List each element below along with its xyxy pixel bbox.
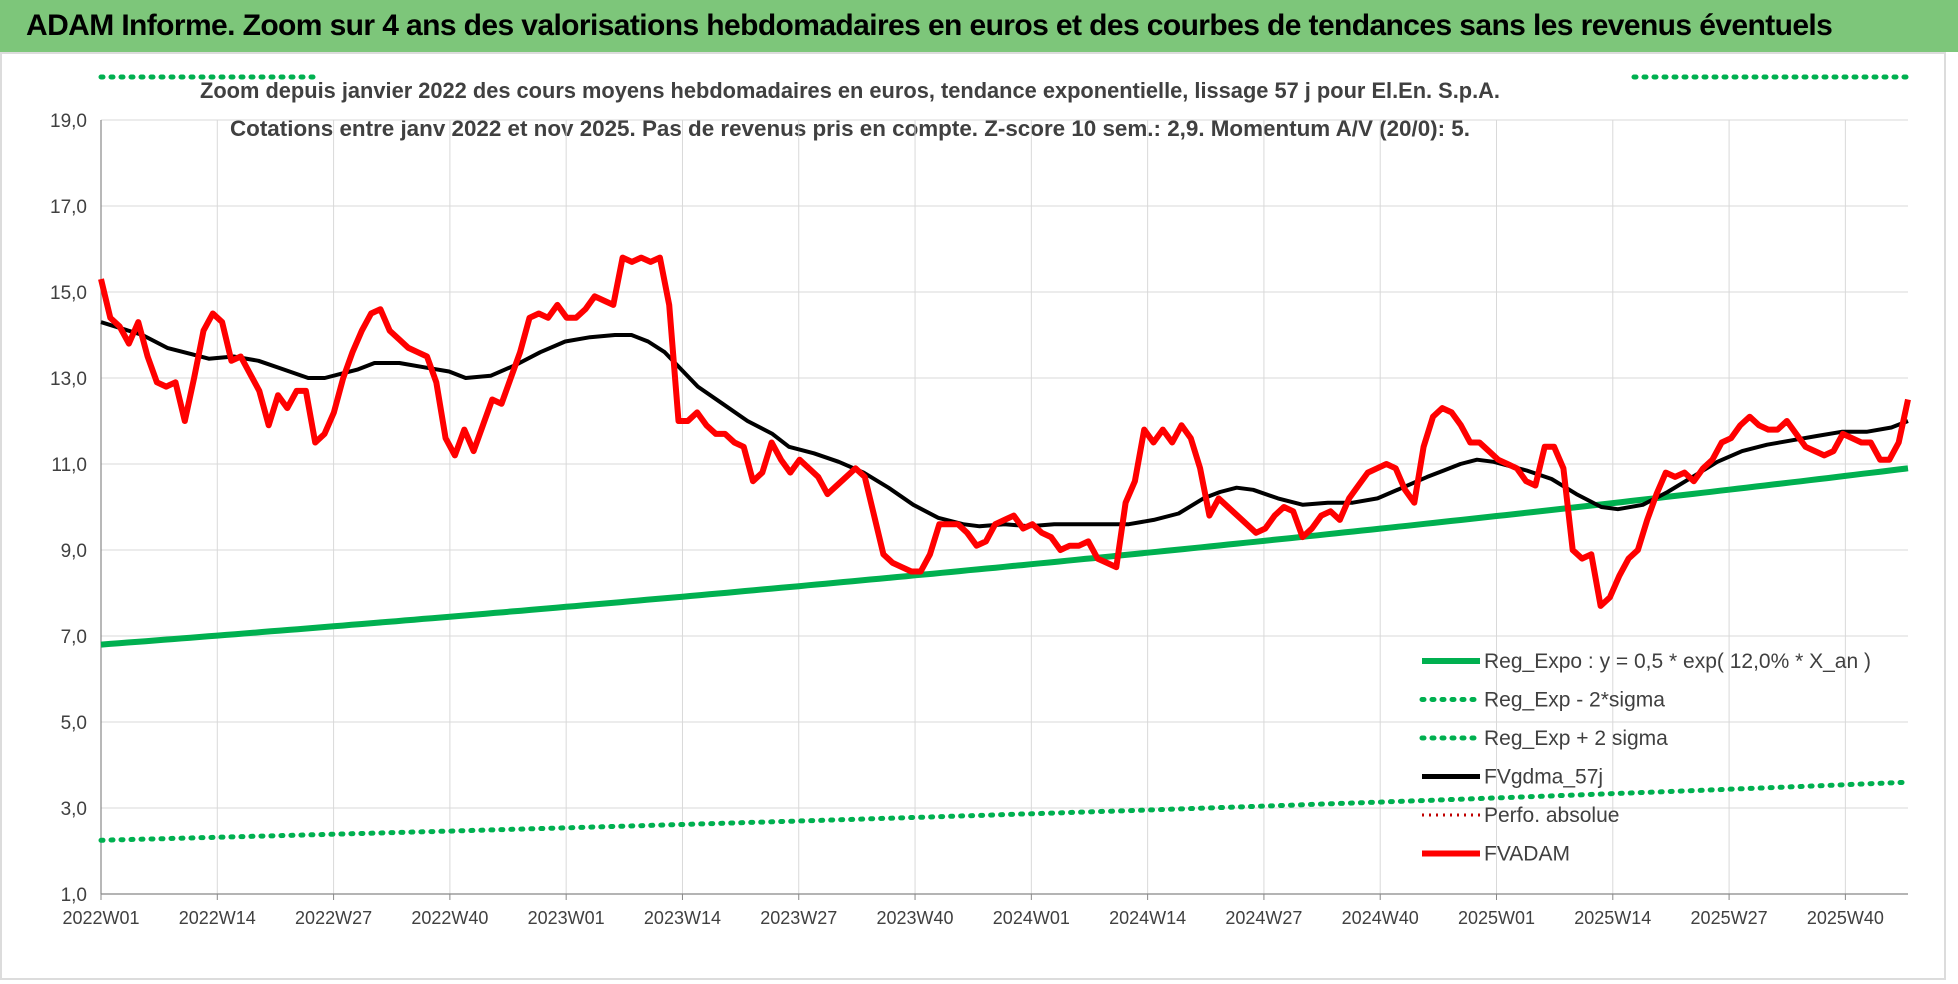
chart-frame: Zoom depuis janvier 2022 des cours moyen… — [0, 52, 1946, 980]
x-tick-label: 2024W14 — [1109, 908, 1186, 928]
x-tick-label: 2024W27 — [1225, 908, 1302, 928]
legend-label: Reg_Exp + 2 sigma — [1484, 727, 1668, 750]
y-tick-label: 13,0 — [50, 369, 87, 390]
legend-item-fvgdma: FVgdma_57j — [1422, 766, 1603, 789]
x-tick-label: 2025W01 — [1458, 908, 1535, 928]
legend-item-reg-exp-plus: Reg_Exp + 2 sigma — [1419, 727, 1668, 750]
x-axis: 2022W01 2022W14 2022W27 2022W40 2023W01 2023W… — [62, 893, 1908, 928]
x-tick-label: 2023W40 — [877, 908, 954, 928]
chart-title: Zoom depuis janvier 2022 des cours moyen… — [200, 78, 1500, 103]
y-tick-label: 19,0 — [50, 111, 87, 132]
reg-expo-line — [100, 465, 1909, 648]
x-tick-label: 2022W27 — [295, 908, 372, 928]
y-axis: 1,0 3,0 5,0 7,0 9,0 11,0 13,0 15,0 17,0 19,0 — [50, 111, 102, 906]
y-tick-label: 11,0 — [51, 455, 87, 476]
y-tick-label: 5,0 — [61, 713, 87, 734]
y-tick-label: 9,0 — [61, 541, 87, 562]
x-tick-label: 2023W14 — [644, 908, 721, 928]
x-tick-label: 2024W40 — [1342, 908, 1419, 928]
legend-label: Reg_Exp - 2*sigma — [1484, 689, 1665, 712]
x-tick-label: 2022W14 — [179, 908, 256, 928]
x-tick-label: 2023W27 — [760, 908, 837, 928]
y-tick-label: 3,0 — [61, 799, 87, 820]
legend: Reg_Expo : y = 0,5 * exp( 12,0% * X_an )… — [1419, 650, 1871, 866]
y-tick-label: 7,0 — [61, 627, 87, 648]
x-tick-label: 2025W40 — [1807, 908, 1884, 928]
y-tick-label: 17,0 — [50, 197, 87, 218]
series-layer — [98, 74, 1911, 843]
legend-label: Reg_Expo : y = 0,5 * exp( 12,0% * X_an ) — [1484, 650, 1871, 673]
x-tick-label: 2024W01 — [993, 908, 1070, 928]
legend-label: FVADAM — [1484, 843, 1570, 866]
fvgdma-57j-line — [100, 320, 1909, 529]
x-tick-label: 2022W01 — [62, 908, 139, 928]
y-tick-label: 15,0 — [50, 283, 87, 304]
x-tick-label: 2023W01 — [528, 908, 605, 928]
legend-item-fvadam: FVADAM — [1422, 843, 1570, 866]
line-chart: Zoom depuis janvier 2022 des cours moyen… — [50, 74, 1911, 928]
legend-item-reg-expo: Reg_Expo : y = 0,5 * exp( 12,0% * X_an ) — [1422, 650, 1871, 673]
legend-item-reg-exp-minus: Reg_Exp - 2*sigma — [1419, 689, 1665, 712]
legend-label: Perfo. absolue — [1484, 804, 1619, 827]
reg-exp-minus-2sigma-line — [98, 779, 1911, 843]
legend-item-perfo: Perfo. absolue — [1422, 804, 1619, 827]
x-tick-label: 2025W27 — [1691, 908, 1768, 928]
report-title: ADAM Informe. Zoom sur 4 ans des valoris… — [26, 9, 1833, 42]
report-banner: ADAM Informe. Zoom sur 4 ans des valoris… — [0, 0, 1958, 52]
x-tick-label: 2022W40 — [411, 908, 488, 928]
fvadam-line — [98, 254, 1911, 609]
y-tick-label: 1,0 — [61, 885, 87, 906]
x-tick-label: 2025W14 — [1574, 908, 1651, 928]
legend-label: FVgdma_57j — [1484, 766, 1603, 789]
